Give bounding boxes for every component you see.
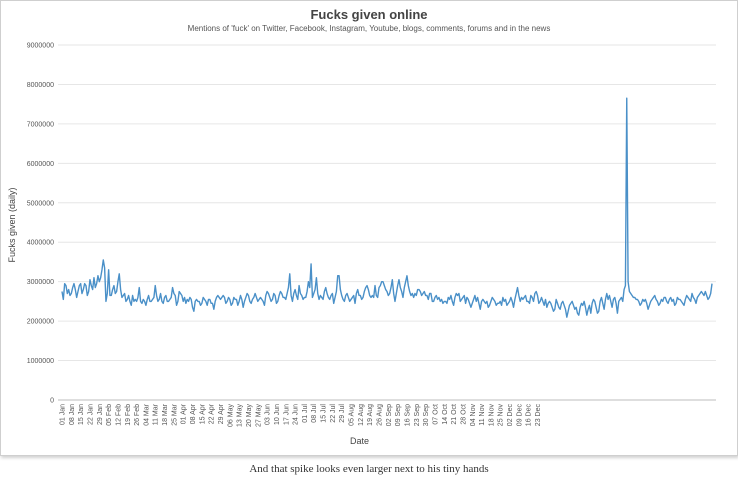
x-tick-label: 20 May — [246, 404, 253, 427]
y-tick-label: 6000000 — [27, 161, 54, 168]
x-tick-label: 08 Jul — [311, 404, 318, 423]
x-tick-label: 28 Oct — [460, 404, 467, 425]
x-tick-label: 17 Jun — [283, 404, 290, 425]
x-tick-label: 30 Sep — [423, 404, 430, 426]
y-tick-label: 3000000 — [27, 279, 54, 286]
x-tick-label: 08 Jan — [69, 404, 76, 425]
x-tick-label: 12 Aug — [358, 404, 365, 426]
y-tick-label: 5000000 — [27, 200, 54, 207]
x-tick-label: 29 Jan — [97, 404, 104, 425]
x-tick-label: 13 May — [237, 404, 244, 427]
x-tick-label: 25 Nov — [498, 404, 505, 427]
x-tick-label: 04 Mar — [143, 403, 150, 425]
x-tick-label: 15 Apr — [199, 403, 206, 424]
x-tick-label: 09 Dec — [516, 404, 523, 427]
x-tick-label: 22 Jan — [87, 404, 94, 425]
x-tick-label: 27 May — [255, 404, 262, 427]
x-tick-label: 03 Jun — [265, 404, 272, 425]
x-axis-label: Date — [350, 436, 370, 446]
x-tick-label: 11 Nov — [479, 404, 486, 426]
x-tick-label: 07 Oct — [432, 404, 439, 425]
x-tick-label: 01 Apr — [181, 403, 188, 424]
y-tick-label: 9000000 — [27, 43, 54, 50]
x-tick-label: 06 May — [227, 404, 234, 427]
x-tick-label: 26 Aug — [377, 404, 384, 426]
x-tick-label: 22 Apr — [209, 403, 216, 424]
chart-subtitle: Mentions of 'fuck' on Twitter, Facebook,… — [187, 24, 551, 33]
chart-title: Fucks given online — [310, 7, 428, 22]
x-tick-label: 18 Nov — [488, 404, 495, 427]
x-tick-label: 14 Oct — [442, 404, 449, 425]
y-tick-label: 1000000 — [27, 358, 54, 365]
x-tick-label: 11 Mar — [153, 403, 160, 425]
x-tick-label: 23 Dec — [535, 404, 542, 427]
x-tick-label: 22 Jul — [330, 404, 337, 423]
x-tick-label: 16 Dec — [526, 404, 533, 427]
y-tick-label: 4000000 — [27, 240, 54, 247]
x-tick-label: 12 Feb — [115, 404, 122, 426]
y-tick-label: 7000000 — [27, 121, 54, 128]
x-tick-label: 10 Jun — [274, 404, 281, 425]
x-tick-label: 24 Jun — [293, 404, 300, 425]
x-tick-label: 04 Nov — [470, 404, 477, 427]
x-tick-label: 02 Dec — [507, 404, 514, 427]
x-tick-label: 15 Jul — [321, 404, 328, 423]
x-tick-label: 18 Mar — [162, 403, 169, 425]
x-tick-label: 21 Oct — [451, 404, 458, 425]
x-tick-label: 02 Sep — [386, 404, 393, 426]
x-tick-label: 15 Jan — [78, 404, 85, 425]
x-tick-label: 19 Feb — [125, 404, 132, 426]
x-tick-label: 01 Jul — [302, 404, 309, 423]
x-tick-label: 29 Jul — [339, 404, 346, 423]
x-tick-label: 09 Sep — [395, 404, 402, 426]
x-tick-label: 16 Sep — [404, 404, 411, 426]
y-tick-label: 2000000 — [27, 319, 54, 326]
x-tick-label: 05 Feb — [106, 404, 113, 426]
x-tick-label: 29 Apr — [218, 403, 225, 424]
y-tick-label: 8000000 — [27, 82, 54, 89]
chart-frame — [0, 0, 738, 456]
series-line — [61, 97, 713, 318]
x-tick-label: 23 Sep — [414, 404, 421, 426]
image-caption: And that spike looks even larger next to… — [249, 463, 489, 475]
x-tick-label: 01 Jan — [60, 404, 67, 425]
x-tick-label: 26 Feb — [134, 404, 141, 426]
x-tick-label: 19 Aug — [367, 404, 374, 426]
x-tick-label: 08 Apr — [190, 403, 197, 424]
x-tick-label: 25 Mar — [171, 403, 178, 425]
x-tick-label: 05 Aug — [349, 404, 356, 426]
y-tick-label: 0 — [50, 398, 54, 405]
